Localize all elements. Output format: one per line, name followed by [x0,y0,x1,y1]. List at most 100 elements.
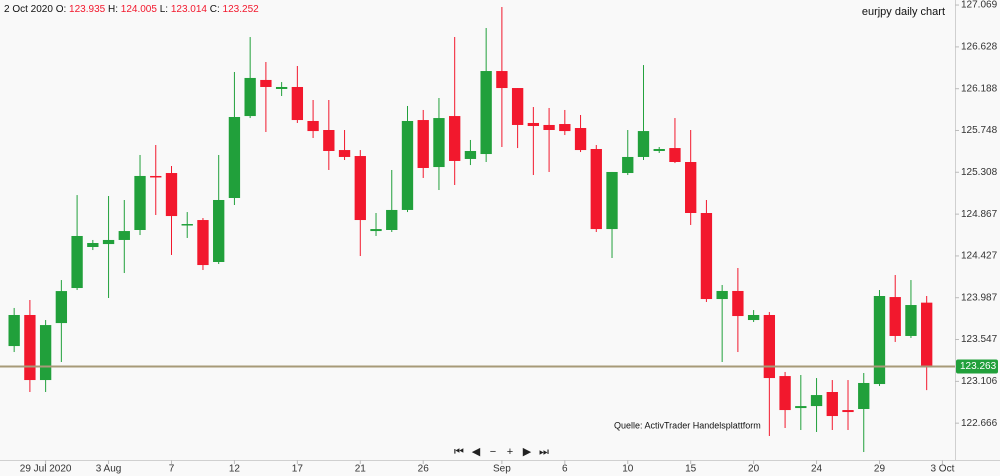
x-tick-label: 15 [685,464,697,475]
x-tick-label: 29 Jul 2020 [20,464,72,475]
x-tick-label: 6 [562,464,568,475]
candle-body [323,130,335,151]
candle-body [165,173,178,217]
candle-body [401,120,414,210]
candle-body [338,150,351,157]
nav-last[interactable]: ⏭ [539,446,549,458]
navigation: ⏮ ◀ − + ▶ ⏭ [454,446,549,458]
candle-body [826,392,838,417]
candle-body [685,162,697,214]
nav-first[interactable]: ⏮ [454,446,464,458]
header: 2 Oct 2020 O: 123.935 H: 124.005 L: 123.… [4,4,259,15]
candle-body [291,86,304,121]
candle-body [669,148,681,163]
x-tick-label: 20 [748,464,760,475]
candle-body [87,243,99,247]
candle-body [244,77,256,117]
candle-body [574,128,587,151]
candle-body [747,314,760,321]
nav-zoom-out[interactable]: − [490,446,496,458]
candle-body [433,118,445,168]
header-value: 123.252 [223,4,260,15]
candle-body [763,314,776,379]
x-tick-label: 3 Oct [930,464,954,475]
candle-body [559,124,571,132]
nav-zoom-in[interactable]: + [507,446,513,458]
header-label: L: [160,4,168,15]
last-price-label: 123.263 [960,361,997,372]
header-label: C: [210,4,220,15]
header-value: 123.014 [171,4,208,15]
y-tick-label: 123.106 [961,376,998,387]
y-tick-label: 125.308 [961,167,998,178]
candle-body [464,150,477,159]
candle-body [386,209,398,230]
candle-body [810,395,823,407]
candle-body [39,325,52,381]
candle-body [213,199,225,263]
candle-body [228,116,241,198]
candle-body [134,175,146,230]
y-tick-label: 126.188 [961,83,998,94]
candle-body [118,231,130,240]
candle-body [511,88,524,125]
candle-body [496,71,508,89]
header-label: O: [56,4,67,15]
candle-body [527,122,540,127]
annotation: Quelle: ActivTrader Handelsplattform [614,420,761,430]
candle-body [307,120,319,132]
candle-body [842,410,854,413]
chart-title: eurjpy daily chart [862,6,945,18]
x-tick-label: 3 Aug [96,464,122,475]
y-tick-label: 126.628 [961,42,998,53]
header-value: 124.005 [121,4,158,15]
x-tick-label: 10 [622,464,634,475]
x-tick-label: 29 [874,464,886,475]
y-tick-label: 123.987 [961,292,998,303]
candle-body [905,305,917,336]
candle-body [637,131,650,157]
candle-body [543,124,555,131]
candle-body [480,71,492,155]
candle-body [354,156,366,221]
candle-body [921,302,933,368]
candle-body [181,224,193,226]
candle-body [795,406,807,409]
candle-body [622,156,634,174]
candle-body [606,171,618,230]
candle-body [858,382,870,410]
x-tick-label: 7 [169,464,175,475]
x-tick-label: Sep [493,464,511,475]
nav-next[interactable]: ▶ [523,446,532,458]
candle-body [590,148,602,230]
candle-body [417,120,429,168]
candle-body [8,314,20,347]
candle-body [370,229,382,232]
y-tick-label: 125.748 [961,125,998,136]
candle-body [732,290,744,317]
candle-body [700,213,713,300]
x-tick-label: 12 [229,464,241,475]
x-tick-label: 21 [355,464,367,475]
candle-body [653,148,665,151]
y-tick-label: 123.547 [961,334,998,345]
x-tick-label: 26 [418,464,430,475]
candle-body [71,235,83,289]
candle-body [873,295,886,385]
header-value: 123.935 [69,4,106,15]
candle-body [260,79,272,87]
y-tick-label: 127.069 [961,0,998,11]
nav-prev[interactable]: ◀ [472,446,481,458]
x-tick-label: 17 [292,464,304,475]
candle-body [275,86,288,89]
header-date: 2 Oct 2020 [4,4,53,15]
y-tick-label: 122.666 [961,418,998,429]
header-label: H: [108,4,118,15]
x-tick-label: 24 [811,464,823,475]
candle-body [55,291,68,324]
candle-body [197,220,209,266]
y-tick-label: 124.867 [961,209,998,220]
y-tick-label: 124.427 [961,251,998,262]
candle-body [150,175,162,178]
